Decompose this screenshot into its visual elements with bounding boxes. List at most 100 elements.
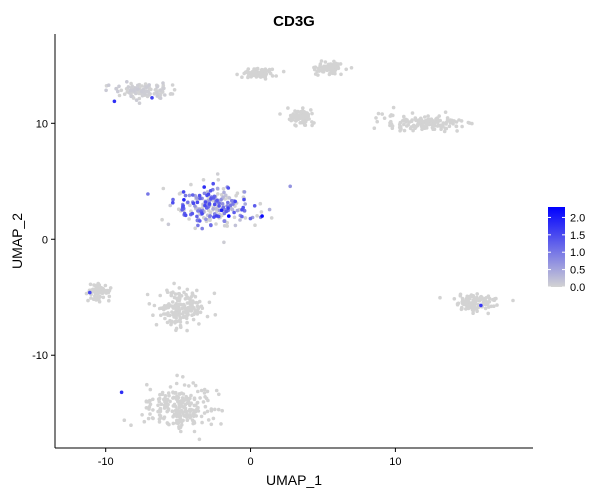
y-tick-label: -10: [32, 350, 48, 362]
cell-point: [147, 405, 152, 409]
cell-point: [136, 83, 140, 88]
cell-point: [483, 306, 488, 311]
cell-point: [193, 204, 197, 208]
cell-point: [182, 198, 186, 202]
cell-point: [103, 283, 108, 288]
cell-point: [243, 202, 247, 206]
cell-point: [222, 190, 226, 195]
cell-point: [475, 309, 479, 314]
cell-point: [240, 207, 244, 212]
cell-point: [493, 297, 497, 301]
cell-point: [178, 191, 183, 195]
cell-point: [411, 128, 415, 133]
colorbar-label: 2.0: [570, 212, 585, 224]
cell-point: [380, 112, 385, 116]
cell-point: [146, 416, 151, 421]
cell-point: [255, 214, 259, 218]
cell-point: [238, 218, 242, 222]
cell-point: [235, 72, 239, 77]
cell-point: [169, 293, 174, 298]
cell-point: [100, 287, 105, 291]
cell-point: [219, 198, 223, 202]
cell-point: [332, 59, 336, 64]
y-tick-label: 0: [42, 234, 48, 246]
cell-point: [158, 293, 162, 298]
cell-point: [192, 397, 197, 402]
cell-point: [188, 415, 192, 420]
cell-point: [207, 300, 212, 305]
cell-point: [179, 325, 183, 330]
cell-point: [479, 303, 483, 308]
cell-point: [413, 126, 417, 130]
cell-point: [306, 117, 311, 121]
cell-point: [323, 65, 328, 69]
cell-point: [212, 291, 217, 296]
cell-point: [125, 80, 129, 84]
cell-point: [181, 204, 185, 208]
cell-point: [448, 118, 453, 122]
cell-point: [437, 114, 442, 118]
cell-point: [451, 122, 455, 126]
colorbar: [548, 207, 565, 287]
cell-point: [162, 415, 167, 420]
cell-point: [175, 418, 179, 423]
cell-point: [183, 193, 188, 198]
cell-point: [195, 288, 199, 293]
cell-point: [185, 311, 190, 315]
cell-point: [429, 117, 434, 121]
chart-title: CD3G: [273, 13, 315, 30]
cell-point: [88, 290, 92, 295]
cell-point: [190, 408, 195, 412]
cell-point: [240, 214, 244, 219]
cell-point: [472, 307, 476, 311]
cell-point: [468, 305, 473, 310]
cell-point: [230, 198, 234, 203]
cell-point: [186, 200, 190, 205]
cell-point: [160, 390, 165, 395]
cell-point: [107, 298, 111, 303]
cell-point: [96, 291, 101, 296]
cell-point: [217, 204, 221, 208]
cell-point: [240, 75, 244, 79]
cell-point: [172, 281, 176, 286]
cell-point: [466, 120, 471, 125]
cell-point: [182, 304, 187, 308]
cell-point: [290, 118, 295, 122]
cell-point: [190, 211, 195, 216]
cell-point: [281, 69, 286, 74]
cell-point: [402, 114, 406, 119]
cell-point: [325, 67, 329, 72]
cell-point: [162, 304, 167, 308]
cell-point: [107, 288, 112, 293]
cell-point: [192, 419, 196, 424]
cell-point: [470, 121, 474, 126]
cell-point: [169, 321, 173, 325]
cell-point: [195, 200, 200, 204]
cell-point: [192, 429, 197, 434]
cell-point: [190, 193, 195, 197]
cell-point: [472, 297, 476, 302]
cell-point: [197, 437, 202, 442]
cell-point: [197, 299, 202, 304]
cell-point: [201, 178, 206, 182]
cell-point: [178, 315, 182, 320]
cell-point: [420, 127, 424, 132]
cell-point: [174, 328, 178, 333]
cell-point: [344, 67, 349, 72]
cell-point: [171, 414, 175, 419]
cell-point: [173, 390, 178, 395]
cell-point: [184, 394, 188, 399]
cell-point: [185, 287, 190, 292]
cell-point: [170, 409, 175, 414]
cell-point: [222, 223, 227, 228]
cell-point: [202, 387, 207, 392]
cell-point: [151, 397, 155, 402]
axes: [54, 34, 533, 449]
cell-point: [183, 402, 188, 407]
cell-point: [84, 291, 89, 296]
cell-point: [221, 187, 226, 191]
cell-point: [214, 206, 218, 211]
cell-point: [165, 421, 170, 425]
cell-point: [405, 124, 409, 128]
cell-point: [232, 210, 236, 215]
